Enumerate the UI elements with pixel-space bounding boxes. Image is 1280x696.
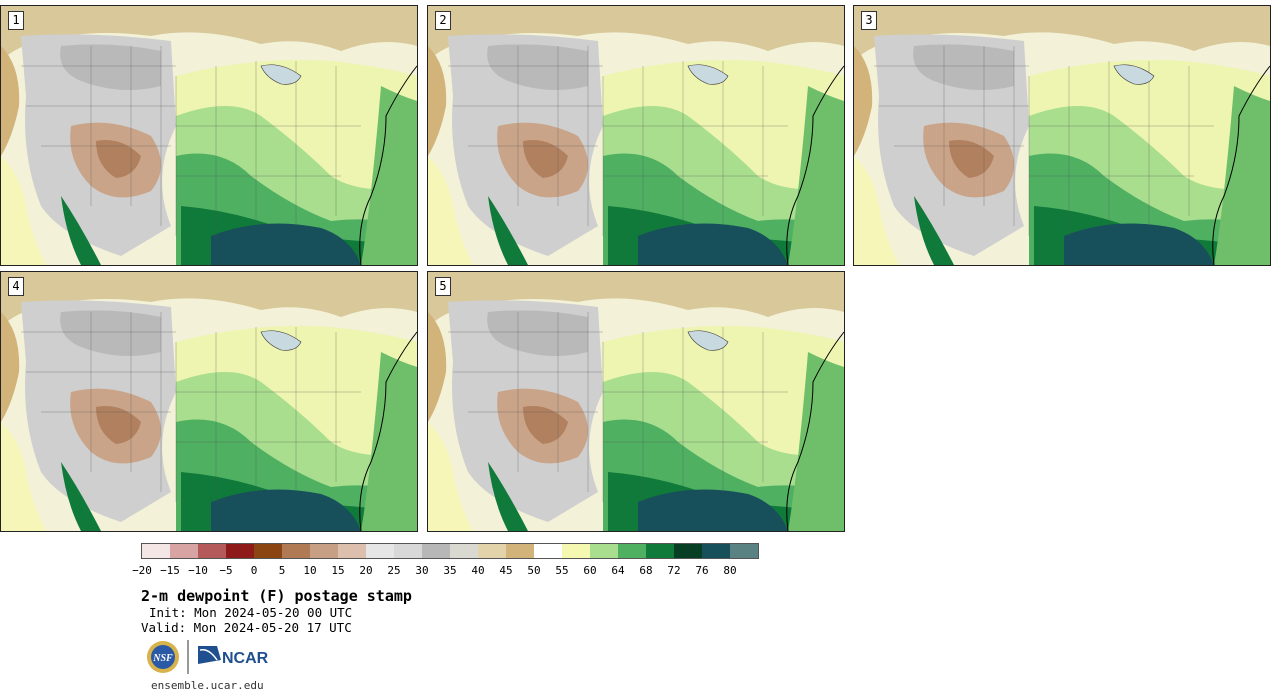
colorbar-swatch	[534, 544, 562, 558]
colorbar-tick-label: 72	[667, 564, 681, 577]
colorbar-swatch	[702, 544, 730, 558]
colorbar-tick-label: 20	[359, 564, 373, 577]
colorbar-swatch	[450, 544, 478, 558]
colorbar-tick-label: −15	[160, 564, 180, 577]
colorbar-tick-label: 25	[387, 564, 401, 577]
colorbar-tick-label: 76	[695, 564, 709, 577]
colorbar-swatch	[422, 544, 450, 558]
colorbar-swatch	[674, 544, 702, 558]
colorbar-tick-label: 30	[415, 564, 429, 577]
map-panel-1: 1	[0, 5, 418, 266]
map-panel-3: 3	[853, 5, 1271, 266]
colorbar-swatch	[394, 544, 422, 558]
colorbar-tick-label: 10	[303, 564, 317, 577]
colorbar-tick-label: 50	[527, 564, 541, 577]
colorbar-tick-labels: −20 −15 −10 −5 0 5 10 15 20 25 30 35 40 45 50 55 60 64 68 7…	[0, 564, 1280, 578]
colorbar-tick-label: −5	[219, 564, 233, 577]
colorbar-tick-label: 15	[331, 564, 345, 577]
map-panel-5: 5	[427, 271, 845, 532]
footer-url: ensemble.ucar.edu	[151, 679, 264, 692]
map-panel-4: 4	[0, 271, 418, 532]
ncar-logo-icon: NCAR	[198, 646, 269, 667]
colorbar-tick-label: 45	[499, 564, 513, 577]
colorbar-tick-label: 68	[639, 564, 653, 577]
svg-text:NSF: NSF	[152, 653, 173, 664]
dewpoint-map-3	[854, 6, 1270, 265]
svg-text:NCAR: NCAR	[222, 650, 269, 667]
panel-number: 4	[8, 277, 24, 296]
panel-number: 2	[435, 11, 451, 30]
colorbar-tick-label: 55	[555, 564, 569, 577]
colorbar-swatch	[562, 544, 590, 558]
panel-number: 5	[435, 277, 451, 296]
dewpoint-map-2	[428, 6, 844, 265]
dewpoint-map-1	[1, 6, 417, 265]
colorbar-tick-label: 35	[443, 564, 457, 577]
valid-time: Valid: Mon 2024-05-20 17 UTC	[141, 620, 352, 635]
colorbar-tick-label: 80	[723, 564, 737, 577]
colorbar-swatch	[198, 544, 226, 558]
chart-title: 2-m dewpoint (F) postage stamp	[141, 587, 412, 605]
sponsor-logos: NSF NCAR	[147, 640, 269, 674]
colorbar-swatch	[338, 544, 366, 558]
colorbar-tick-label: 40	[471, 564, 485, 577]
colorbar-tick-label: 5	[278, 564, 286, 577]
colorbar-swatch	[618, 544, 646, 558]
colorbar-swatch	[590, 544, 618, 558]
colorbar-swatch	[478, 544, 506, 558]
colorbar-swatch	[282, 544, 310, 558]
colorbar	[141, 543, 759, 559]
dewpoint-map-4	[1, 272, 417, 531]
colorbar-swatch	[170, 544, 198, 558]
colorbar-tick-label: −10	[188, 564, 208, 577]
colorbar-swatch	[730, 544, 758, 558]
init-time: Init: Mon 2024-05-20 00 UTC	[149, 605, 353, 620]
colorbar-tick-label: 60	[583, 564, 597, 577]
colorbar-tick-label: 64	[611, 564, 625, 577]
panel-number: 1	[8, 11, 24, 30]
colorbar-swatch	[142, 544, 170, 558]
colorbar-tick-label: 0	[250, 564, 258, 577]
colorbar-swatch	[254, 544, 282, 558]
colorbar-swatch	[366, 544, 394, 558]
colorbar-swatch	[646, 544, 674, 558]
colorbar-swatch	[506, 544, 534, 558]
colorbar-swatch	[226, 544, 254, 558]
colorbar-tick-label: −20	[132, 564, 152, 577]
map-panel-2: 2	[427, 5, 845, 266]
dewpoint-map-5	[428, 272, 844, 531]
nsf-logo-icon: NSF	[147, 641, 179, 673]
colorbar-swatch	[310, 544, 338, 558]
panel-number: 3	[861, 11, 877, 30]
